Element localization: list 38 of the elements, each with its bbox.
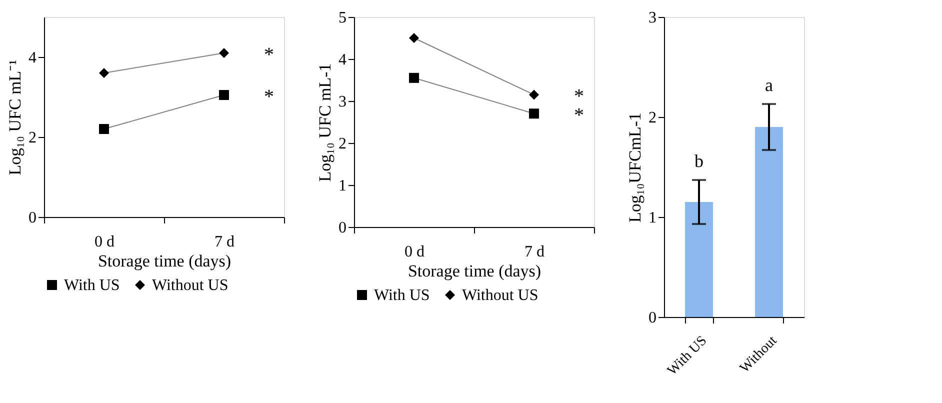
y-tick-label: 3 [338,94,346,110]
y-axis-title: Log₁₀ UFC mL-1 [316,63,334,182]
point [529,90,539,100]
annotation: * [264,44,274,66]
point [219,48,229,58]
y-tick-label: 0 [648,310,656,326]
y-axis-title: Log₁₀ UFC mL⁻¹ [6,60,24,176]
x-axis-title: Storage time (days) [98,252,232,270]
x-tick-label: 0 d [94,234,114,250]
point [99,68,109,78]
x-axis-title: Storage time (days) [408,262,542,280]
point [219,90,229,100]
annotation: b [694,151,704,171]
point [99,124,109,134]
legend-label: With US [374,287,430,304]
x-tick-label: 0 d [404,244,424,260]
y-tick-label: 2 [338,136,346,152]
y-tick-label: 2 [28,130,36,146]
annotation: a [765,75,773,95]
annotation: * [264,86,274,108]
y-tick-label: 3 [648,10,656,26]
y-tick-label: 0 [338,220,346,236]
y-tick-label: 4 [28,50,36,66]
legend-label: Without US [152,277,228,294]
y-tick-label: 5 [338,10,346,26]
y-axis-title: Log₁₀UFCmL-1 [626,112,644,223]
point [409,72,419,83]
point [409,33,419,43]
y-tick-label: 4 [338,52,346,68]
y-tick-label: 2 [648,110,656,126]
x-tick-label: 7 d [524,244,544,260]
y-tick-label: 1 [338,178,346,194]
legend-label: With US [64,277,120,294]
legend-label: Without US [462,287,538,304]
y-tick-label: 0 [28,210,36,226]
x-tick-label: 7 d [214,234,234,250]
point [529,108,539,119]
y-tick-label: 1 [648,210,656,226]
